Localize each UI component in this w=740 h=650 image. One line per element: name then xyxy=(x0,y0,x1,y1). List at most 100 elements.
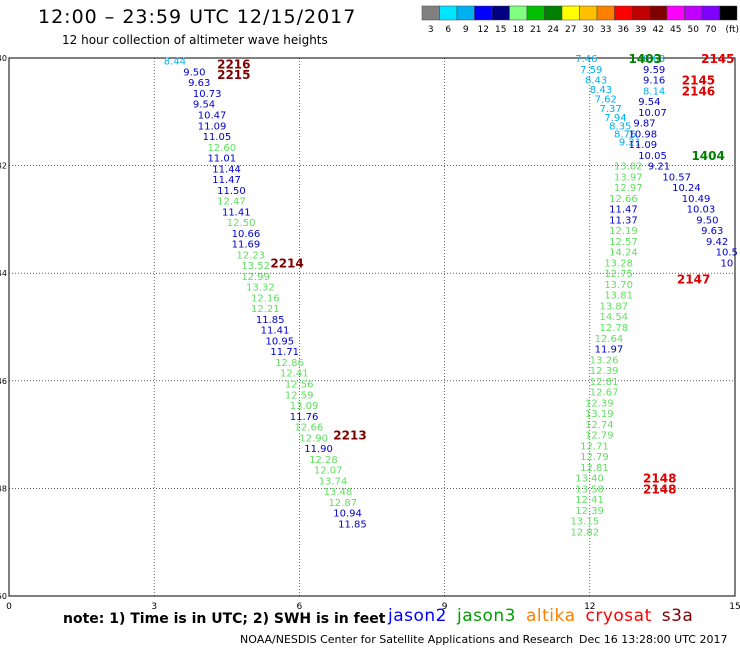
wave-height-value: 7.37 xyxy=(599,104,621,115)
wave-height-value: 10.24 xyxy=(672,183,701,194)
wave-height-value: 11.09 xyxy=(629,140,658,151)
wave-height-value: 13.32 xyxy=(246,283,275,294)
wave-height-value: 12.57 xyxy=(609,237,638,248)
wave-height-value: 7.62 xyxy=(595,94,617,105)
track-label: 2147 xyxy=(677,273,710,287)
wave-height-value: 11.85 xyxy=(338,519,367,530)
wave-height-value: 9.50 xyxy=(696,215,718,226)
wave-height-value: 12.64 xyxy=(595,334,624,345)
wave-height-value: 12.39 xyxy=(575,506,604,517)
wave-height-value: 7.94 xyxy=(604,113,626,124)
wave-height-value: 11.76 xyxy=(290,412,319,423)
wave-height-value: 9.21 xyxy=(619,137,641,148)
legend-label: 36 xyxy=(618,25,630,35)
wave-height-value: 8.43 xyxy=(585,76,607,87)
wave-height-value: 12.59 xyxy=(285,390,314,401)
chart-subtitle: 12 hour collection of altimeter wave hei… xyxy=(62,33,328,47)
wave-height-value: 11.05 xyxy=(203,132,232,143)
wave-height-value: 10 xyxy=(720,258,733,269)
wave-height-value: 13.28 xyxy=(604,258,633,269)
wave-height-value: 11.97 xyxy=(595,345,624,356)
wave-height-value: 12.21 xyxy=(251,304,280,315)
wave-height-value: 7.46 xyxy=(575,54,597,65)
legend-label: 27 xyxy=(565,25,576,35)
wave-height-value: 13.81 xyxy=(604,291,633,302)
legend-label: 15 xyxy=(495,25,506,35)
track-label: 2146 xyxy=(682,84,715,98)
legend-label: 24 xyxy=(548,25,560,35)
satellite-cryosat: cryosat xyxy=(585,606,652,626)
wave-height-value: 11.41 xyxy=(222,207,251,218)
wave-height-value: 10.49 xyxy=(682,194,711,205)
wave-height-value: 14.24 xyxy=(609,248,638,259)
wave-height-value: 10.47 xyxy=(198,110,227,121)
wave-height-value: 12.41 xyxy=(280,369,309,380)
wave-height-value: 12.81 xyxy=(590,377,619,388)
wave-height-value: 8.63 xyxy=(643,54,665,65)
wave-height-value: 11.69 xyxy=(232,240,261,251)
wave-height-value: 12.81 xyxy=(580,463,609,474)
wave-height-value: 8.44 xyxy=(164,57,186,68)
y-tick-label: -42 xyxy=(0,162,7,171)
wave-height-value: 12.75 xyxy=(604,269,633,280)
wave-height-value: 12.28 xyxy=(309,455,338,466)
track-label: 2215 xyxy=(217,68,250,82)
legend-label: 45 xyxy=(670,25,681,35)
wave-height-value: 10.5 xyxy=(716,248,738,259)
wave-height-value: 12.50 xyxy=(227,218,256,229)
wave-height-value: 13.15 xyxy=(570,517,599,528)
wave-height-value: 14.54 xyxy=(599,312,628,323)
wave-height-value: 10.73 xyxy=(193,89,222,100)
wave-height-value: 9.59 xyxy=(643,65,665,76)
track-label: 2213 xyxy=(333,429,366,443)
track-label: 2216 xyxy=(217,57,250,71)
wave-height-value: 11.50 xyxy=(217,186,246,197)
wave-height-value: 10.94 xyxy=(333,509,362,520)
legend-label: 33 xyxy=(600,25,611,35)
wave-height-value: 8.43 xyxy=(590,85,612,96)
wave-height-value: 13.19 xyxy=(585,409,614,420)
wave-height-value: 12.71 xyxy=(580,441,609,452)
wave-height-value: 11.85 xyxy=(256,315,285,326)
y-tick-label: -50 xyxy=(0,592,7,601)
satellite-jason2: jason2 xyxy=(388,606,447,626)
satellite-jason3: jason3 xyxy=(457,606,516,626)
wave-height-value: 10.07 xyxy=(638,108,667,119)
legend-label: 21 xyxy=(530,25,541,35)
wave-height-value: 9.54 xyxy=(193,100,215,111)
chart-title: 12:00 – 23:59 UTC 12/15/2017 xyxy=(38,6,357,28)
wave-height-value: 8.76 xyxy=(614,129,636,140)
wave-height-value: 13.40 xyxy=(575,474,604,485)
legend-label: 39 xyxy=(635,25,647,35)
footer-note: note: 1) Time is in UTC; 2) SWH is in fe… xyxy=(63,611,386,627)
wave-height-value: 12.07 xyxy=(314,466,343,477)
wave-height-value: 9.42 xyxy=(706,237,728,248)
wave-height-value: 12.56 xyxy=(285,379,314,390)
legend-swatch xyxy=(719,5,738,21)
legend-label: 6 xyxy=(445,25,451,35)
wave-height-value: 12.23 xyxy=(236,250,265,261)
wave-height-value: 12.60 xyxy=(207,143,236,154)
wave-height-value: 13.26 xyxy=(590,355,619,366)
wave-height-value: 11.41 xyxy=(261,326,290,337)
wave-height-value: 12.90 xyxy=(299,433,328,444)
wave-height-value: 13.70 xyxy=(604,280,633,291)
y-tick-label: -48 xyxy=(0,484,7,493)
legend-label: (ft) xyxy=(725,25,739,35)
wave-height-value: 13.97 xyxy=(614,172,643,183)
wave-height-value: 13.52 xyxy=(241,261,270,272)
wave-height-value: 12.16 xyxy=(251,293,280,304)
wave-height-plot: 03691215-40-42-44-46-48-508.449.509.6310… xyxy=(0,52,740,610)
x-tick-label: 3 xyxy=(151,602,157,610)
wave-height-value: 13.48 xyxy=(324,487,353,498)
credit-line: NOAA/NESDIS Center for Satellite Applica… xyxy=(240,633,574,646)
wave-height-value: 7.59 xyxy=(580,65,602,76)
wave-height-value: 10.03 xyxy=(687,205,716,216)
x-tick-label: 6 xyxy=(297,602,303,610)
y-tick-label: -40 xyxy=(0,54,7,63)
satellite-legend: jason2 jason3 altika cryosat s3a xyxy=(388,606,703,626)
wave-height-value: 12.97 xyxy=(614,183,643,194)
legend-label: 50 xyxy=(688,25,700,35)
track-label: 2145 xyxy=(682,74,715,88)
wave-height-value: 12.82 xyxy=(570,527,599,538)
